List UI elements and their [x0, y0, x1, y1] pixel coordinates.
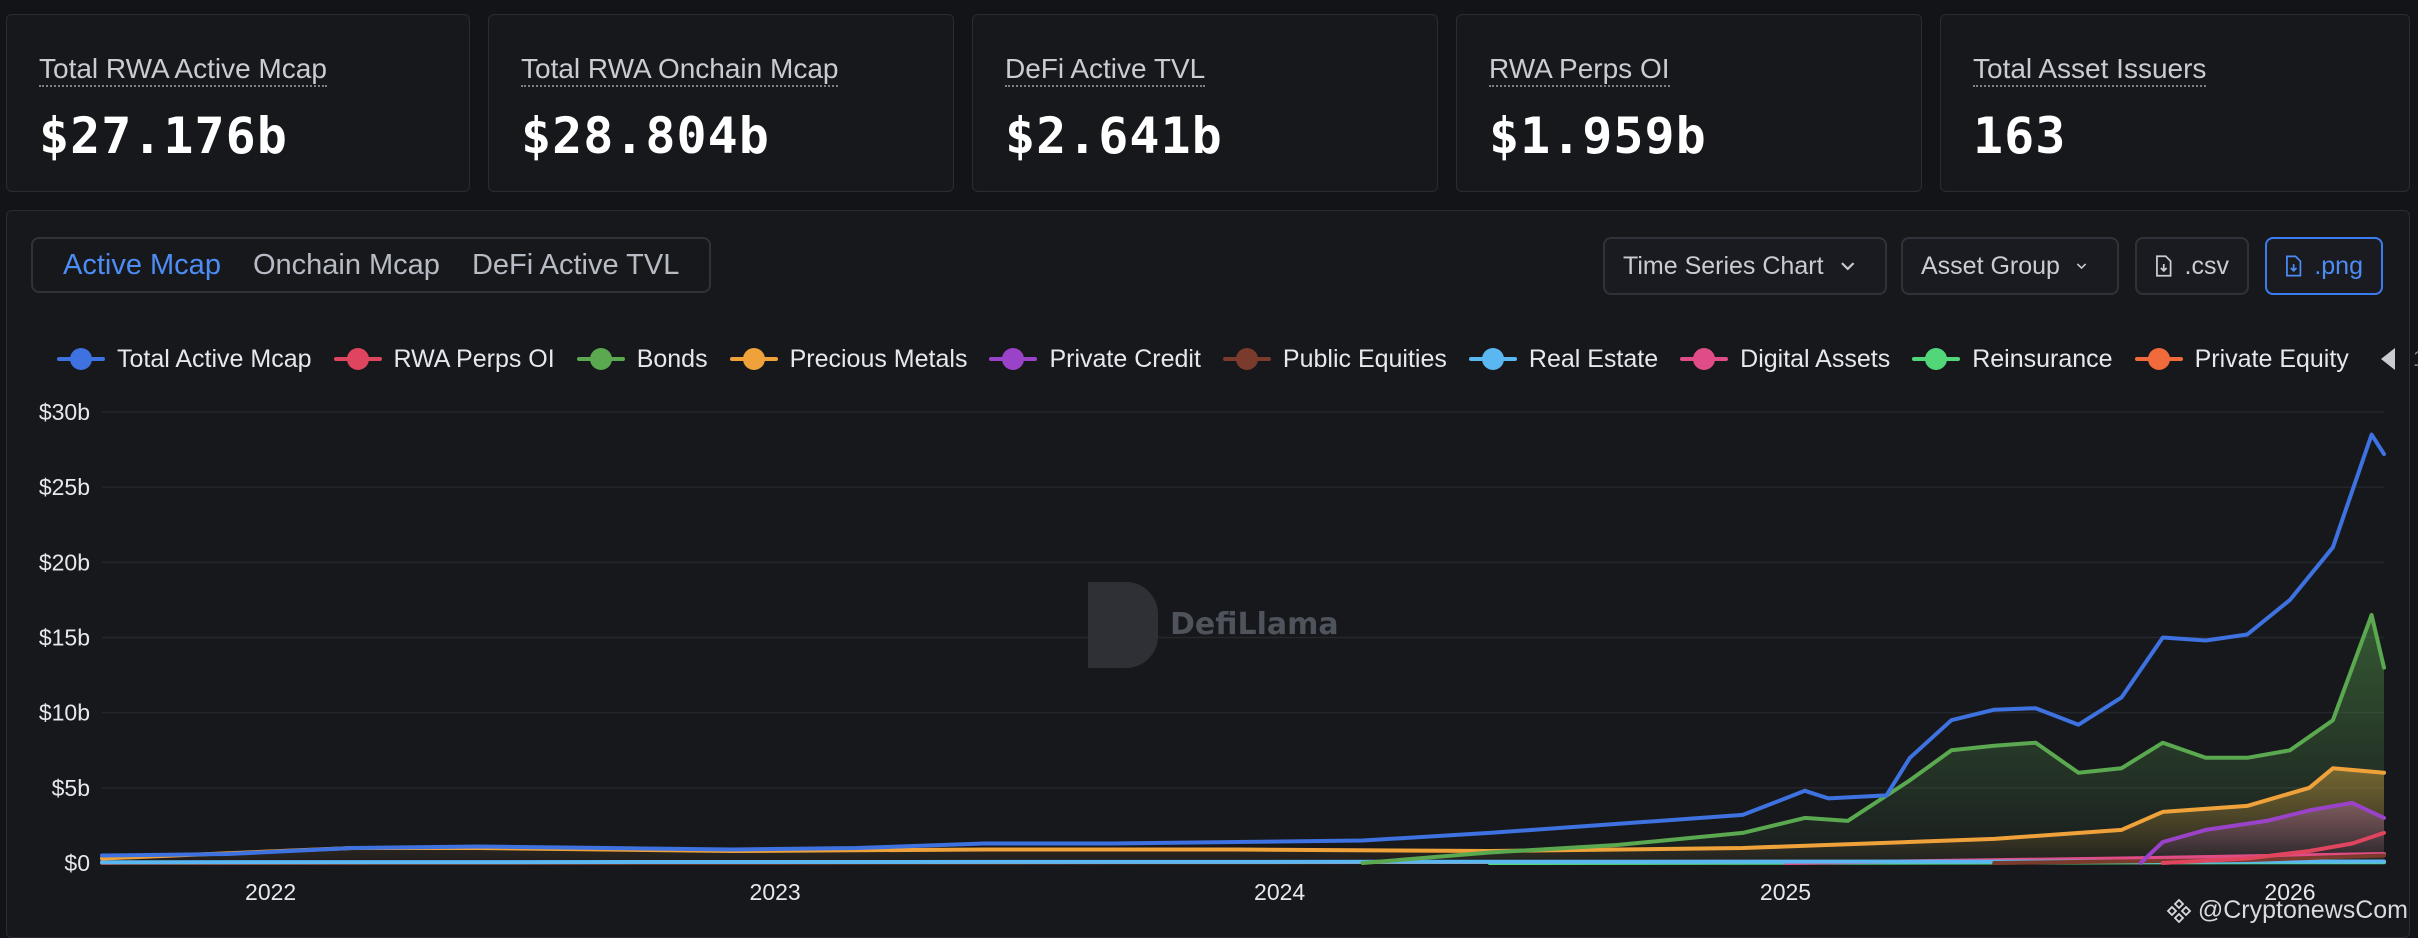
legend-item[interactable]: Private Equity: [2134, 344, 2349, 374]
legend-label: RWA Perps OI: [393, 344, 555, 373]
chart-legend: Total Active Mcap RWA Perps OI Bonds Precio…: [57, 339, 2418, 379]
stat-card-total-rwa-active-mcap: Total RWA Active Mcap $27.176b: [6, 14, 470, 192]
legend-label: Total Active Mcap: [117, 344, 312, 373]
legend-swatch: [1680, 347, 1729, 371]
legend-pager: 1/3: [2379, 346, 2418, 372]
legend-page-indicator: 1/3: [2413, 346, 2418, 372]
legend-label: Public Equities: [1282, 344, 1447, 373]
file-download-icon: [2156, 255, 2172, 277]
stat-value: $27.176b: [39, 107, 288, 165]
y-tick-label: $0: [64, 850, 90, 876]
legend-swatch: [729, 347, 778, 371]
stat-value: $1.959b: [1489, 107, 1707, 165]
stat-card-total-rwa-onchain-mcap: Total RWA Onchain Mcap $28.804b: [488, 14, 954, 192]
stat-label[interactable]: DeFi Active TVL: [1005, 53, 1206, 87]
tab-active-mcap[interactable]: Active Mcap: [63, 248, 221, 281]
chevron-down-icon: [2076, 263, 2087, 270]
stat-card-total-asset-issuers: Total Asset Issuers 163: [1940, 14, 2410, 192]
binance-icon: [2166, 898, 2192, 923]
stats-row: Total RWA Active Mcap $27.176b Total RWA…: [6, 14, 2410, 194]
credit-watermark: @CryptonewsCom: [2166, 896, 2408, 925]
legend-label: Digital Assets: [1740, 344, 1891, 373]
png-label: .png: [2314, 251, 2363, 280]
legend-swatch: [576, 347, 625, 371]
legend-label: Real Estate: [1528, 344, 1659, 373]
stat-label[interactable]: RWA Perps OI: [1489, 53, 1670, 87]
x-tick-label: 2022: [245, 879, 296, 905]
tab-defi-active-tvl[interactable]: DeFi Active TVL: [471, 248, 680, 281]
chart-type-select[interactable]: Time Series Chart: [1603, 237, 1887, 295]
legend-swatch: [1912, 347, 1961, 371]
stat-card-rwa-perps-oi: RWA Perps OI $1.959b: [1456, 14, 1922, 192]
legend-item[interactable]: Bonds: [576, 344, 708, 374]
chart-type-label: Time Series Chart: [1623, 251, 1824, 280]
legend-swatch: [989, 347, 1038, 371]
legend-label: Reinsurance: [1972, 344, 2113, 373]
png-download-button[interactable]: .png: [2265, 237, 2383, 295]
legend-swatch: [2134, 347, 2183, 371]
y-tick-label: $30b: [39, 399, 90, 425]
legend-label: Bonds: [636, 344, 708, 373]
legend-item[interactable]: RWA Perps OI: [333, 344, 555, 374]
series-area: [1362, 615, 2384, 863]
stat-value: 163: [1973, 107, 2067, 165]
y-tick-label: $20b: [39, 549, 90, 575]
x-tick-label: 2024: [1254, 879, 1305, 905]
legend-item[interactable]: Private Credit: [989, 344, 1201, 374]
y-tick-label: $25b: [39, 474, 90, 500]
stat-label[interactable]: Total RWA Active Mcap: [39, 53, 327, 87]
defillama-logo-icon: [1088, 582, 1158, 668]
series-line: [2138, 800, 2386, 865]
legend-item[interactable]: Real Estate: [1468, 344, 1659, 374]
x-tick-label: 2026: [2264, 879, 2315, 905]
legend-item[interactable]: Public Equities: [1222, 344, 1447, 374]
x-tick-label: 2023: [750, 879, 801, 905]
grouping-label: Asset Group: [1921, 251, 2060, 280]
series-line: [1360, 613, 2386, 865]
credit-text: @CryptonewsCom: [2197, 896, 2408, 924]
legend-item[interactable]: Reinsurance: [1912, 344, 2113, 374]
series-line: [2160, 830, 2386, 865]
tab-onchain-mcap[interactable]: Onchain Mcap: [252, 248, 440, 281]
legend-item[interactable]: Total Active Mcap: [57, 345, 312, 374]
legend-prev-icon[interactable]: [2379, 346, 2397, 372]
legend-swatch: [1468, 347, 1517, 371]
x-tick-label: 2025: [1760, 879, 1811, 905]
legend-label: Precious Metals: [789, 344, 968, 373]
series-line: [100, 432, 2386, 858]
legend-item[interactable]: Digital Assets: [1680, 345, 1890, 374]
csv-download-button[interactable]: .csv: [2135, 237, 2249, 295]
chevron-down-icon: [1840, 262, 1854, 271]
stat-label[interactable]: Total Asset Issuers: [1973, 53, 2207, 87]
y-tick-label: $10b: [39, 700, 90, 726]
grouping-select[interactable]: Asset Group: [1901, 237, 2119, 295]
legend-label: Private Equity: [2194, 344, 2349, 373]
watermark-text: DefiLlama: [1170, 607, 1339, 642]
legend-swatch: [1222, 347, 1271, 371]
legend-item[interactable]: Precious Metals: [729, 344, 968, 374]
csv-label: .csv: [2184, 251, 2229, 280]
stat-value: $28.804b: [521, 107, 770, 165]
stat-label[interactable]: Total RWA Onchain Mcap: [521, 53, 839, 87]
y-tick-label: $5b: [52, 775, 90, 801]
stat-value: $2.641b: [1005, 107, 1223, 165]
metric-tabs: Active Mcap Onchain Mcap DeFi Active TVL: [31, 237, 712, 293]
legend-swatch: [333, 347, 382, 371]
y-tick-label: $15b: [39, 625, 90, 651]
stat-card-defi-active-tvl: DeFi Active TVL $2.641b: [972, 14, 1438, 192]
file-download-icon: [2286, 255, 2302, 277]
legend-label: Private Credit: [1049, 344, 1201, 373]
legend-swatch: [57, 347, 105, 371]
